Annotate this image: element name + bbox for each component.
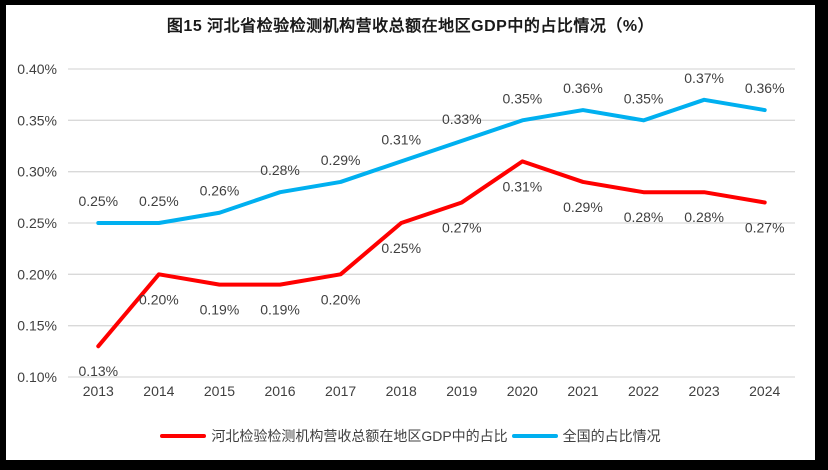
chart-legend: 河北检验检测机构营收总额在地区GDP中的占比 全国的占比情况 bbox=[6, 426, 815, 446]
legend-item: 全国的占比情况 bbox=[511, 426, 661, 446]
legend-line-swatch bbox=[160, 434, 207, 438]
chart-title: 图15 河北省检验检测机构营收总额在地区GDP中的占比情况（%） bbox=[166, 18, 655, 35]
legend-label: 全国的占比情况 bbox=[562, 428, 661, 444]
legend-line-swatch bbox=[511, 434, 558, 438]
legend-item: 河北检验检测机构营收总额在地区GDP中的占比 bbox=[160, 426, 508, 446]
chart-canvas: 图15 河北省检验检测机构营收总额在地区GDP中的占比情况（%） 河北检验检测机… bbox=[6, 5, 815, 460]
legend-label: 河北检验检测机构营收总额在地区GDP中的占比 bbox=[211, 428, 508, 444]
